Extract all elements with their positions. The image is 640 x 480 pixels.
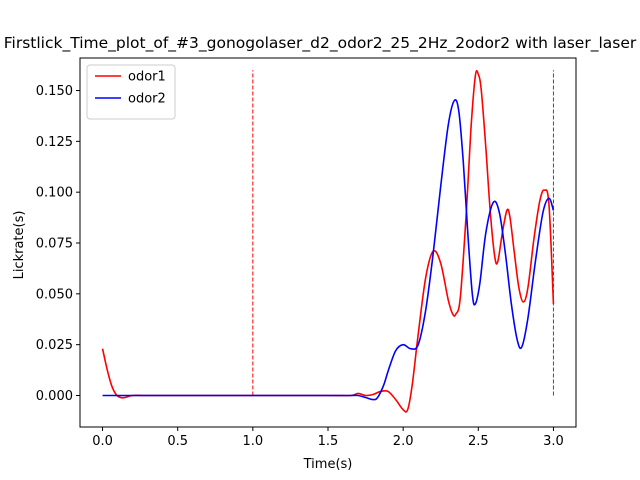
y-tick-label: 0.000 — [36, 389, 73, 404]
legend-label-odor1: odor1 — [128, 70, 166, 85]
y-tick-label: 0.050 — [36, 287, 73, 302]
y-tick-label: 0.125 — [36, 135, 73, 150]
reference-lines — [252, 70, 554, 396]
y-axis-label: Lickrate(s) — [12, 211, 27, 280]
y-tick-label: 0.075 — [36, 237, 73, 252]
x-tick-label: 1.5 — [318, 434, 339, 449]
y-tick-label: 0.100 — [36, 186, 73, 201]
x-tick-label: 0.0 — [92, 434, 113, 449]
x-tick-label: 1.0 — [243, 434, 264, 449]
x-tick-label: 2.0 — [393, 434, 414, 449]
x-axis: 0.0 0.5 1.0 1.5 2.0 2.5 3.0 — [92, 427, 564, 449]
series-line-odor2 — [102, 99, 555, 401]
legend-label-odor2: odor2 — [128, 92, 166, 107]
x-tick-label: 3.0 — [543, 434, 564, 449]
chart-title: Firstlick_Time_plot_of_#3_gonogolaser_d2… — [4, 34, 637, 53]
y-axis: 0.000 0.025 0.050 0.075 0.100 0.125 0.150 — [36, 84, 80, 404]
x-tick-label: 2.5 — [468, 434, 489, 449]
x-tick-label: 0.5 — [167, 434, 188, 449]
legend-box — [86, 64, 176, 120]
series-layer — [101, 70, 555, 413]
y-tick-label: 0.150 — [36, 84, 73, 99]
x-axis-label: Time(s) — [303, 457, 353, 472]
y-tick-label: 0.025 — [36, 338, 73, 353]
legend: odor1 odor2 — [86, 64, 176, 120]
